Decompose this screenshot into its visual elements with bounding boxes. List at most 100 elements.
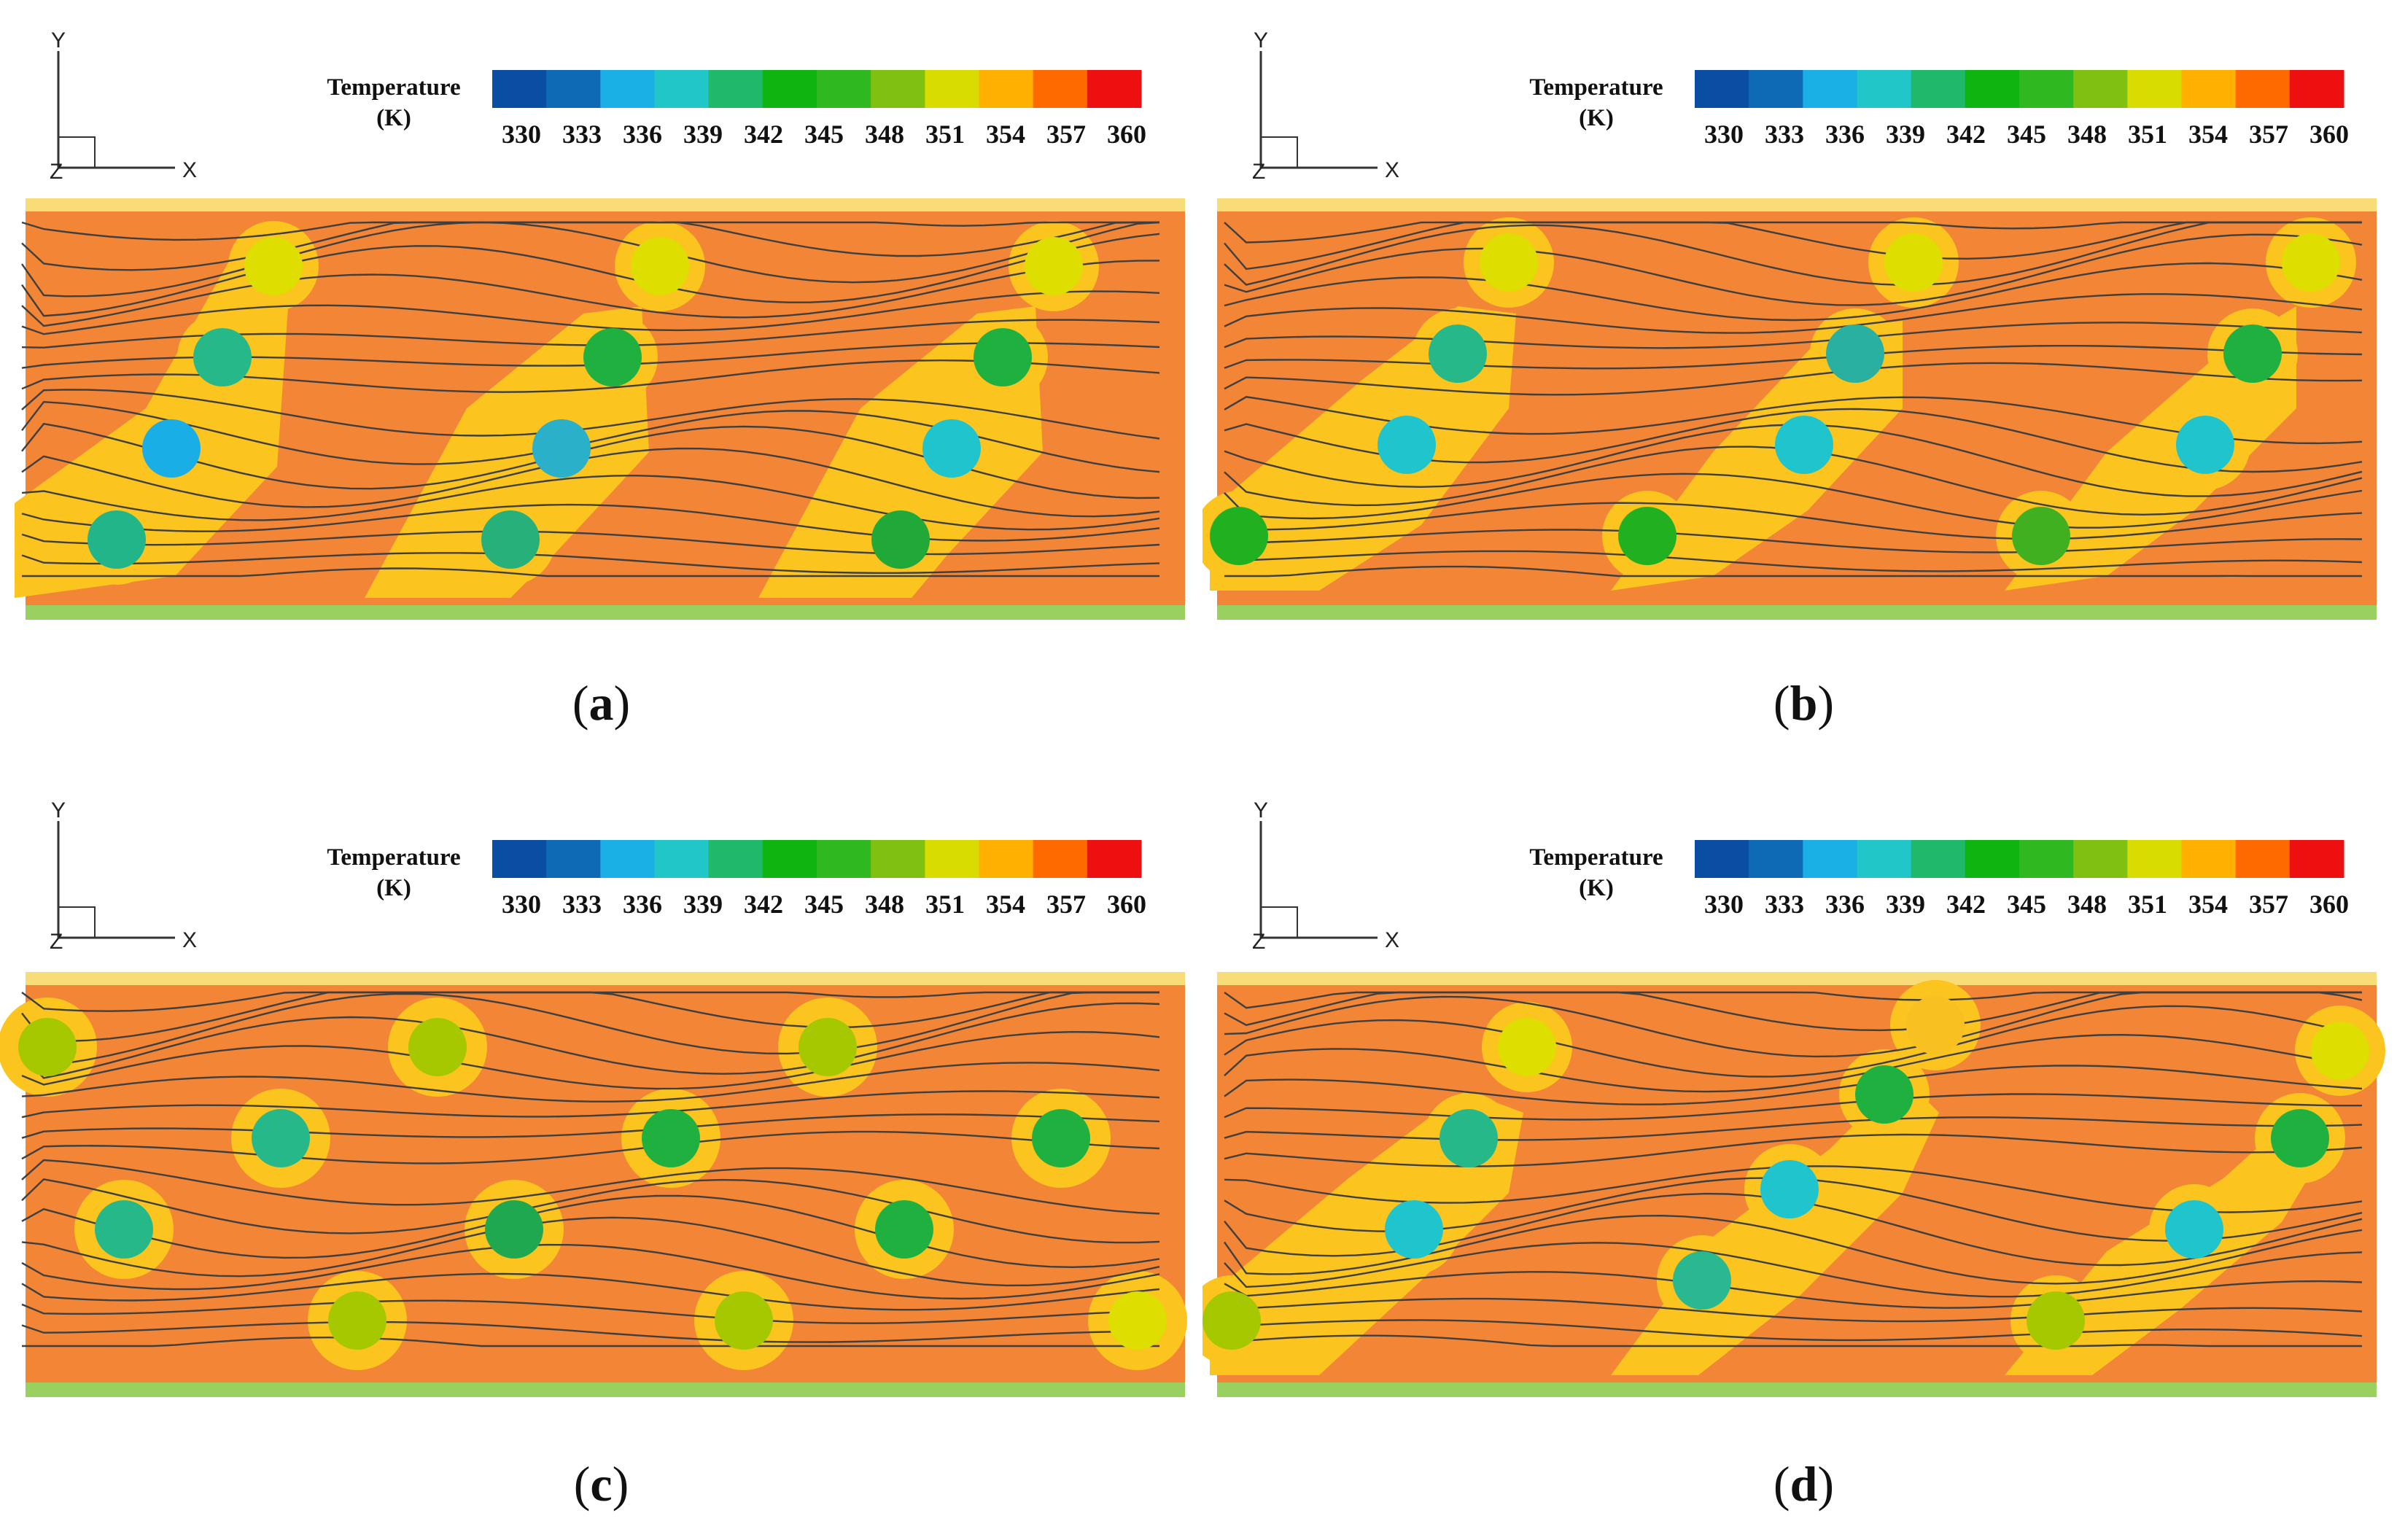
streamline — [1224, 1297, 2363, 1323]
colorbar-segment — [1965, 840, 2020, 878]
streamline — [21, 1030, 1160, 1090]
colorbar-segment — [762, 840, 817, 878]
colorbar-tick: 348 — [2067, 120, 2107, 149]
channel — [1202, 198, 2377, 620]
top-wall — [1217, 972, 2377, 988]
colorbar-segment — [2073, 840, 2128, 878]
colorbar-tick: 348 — [2067, 890, 2107, 919]
panel-b: Y X Z Temperature (K) 330 333 336 339 342 345 348 35… — [1202, 0, 2405, 770]
colorbar-segment — [2127, 70, 2182, 108]
streamline — [21, 1243, 1160, 1300]
streamline — [1224, 362, 2363, 396]
tube — [974, 328, 1032, 386]
panel-c-caption: (c) — [573, 1456, 629, 1512]
tube — [481, 510, 540, 569]
colorbar-segment — [817, 840, 871, 878]
tube — [1429, 324, 1487, 383]
colorbar-segment — [654, 70, 710, 108]
colorbar-tick: 336 — [1825, 890, 1865, 919]
colorbar-tick: 333 — [562, 120, 602, 149]
colorbar-tick: 354 — [2188, 890, 2228, 919]
z-axis-label: Z — [1252, 930, 1265, 954]
legend-title: Temperature — [1529, 844, 1663, 871]
streamline — [1224, 1116, 2363, 1141]
colorbar-tick: 336 — [623, 120, 662, 149]
colorbar-segment — [654, 840, 710, 878]
colorbar-tick: 330 — [1704, 890, 1744, 919]
temperature-legend: Temperature (K) 330 333 336 339 342 345 348 351 35… — [327, 70, 1146, 149]
colorbar-segment — [546, 840, 601, 878]
streamlines — [1224, 991, 2363, 1348]
streamline — [1224, 991, 2363, 1058]
tube — [1202, 1291, 1261, 1350]
colorbar-tick: 342 — [744, 890, 783, 919]
tube — [2223, 324, 2282, 383]
colorbar-tick: 360 — [2309, 890, 2349, 919]
streamline — [21, 552, 1160, 574]
legend-unit: (K) — [1579, 875, 1614, 901]
tube — [1378, 416, 1436, 474]
colorbar-tick: 351 — [925, 890, 965, 919]
streamline — [1224, 1093, 2362, 1121]
axis-triad: Y X Z — [50, 798, 197, 954]
streamline — [21, 233, 1160, 317]
panel-d: Y X Z Temperature (K) 330 333 336 339 342 345 348 35… — [1202, 770, 2405, 1540]
temperature-legend: Temperature (K) 330 333 336 339 342 345 348 351 35… — [1529, 840, 2349, 919]
top-wall — [26, 198, 1185, 214]
colorbar-tick: 339 — [683, 120, 723, 149]
axis-triad: Y X Z — [50, 28, 197, 184]
tube — [18, 1018, 77, 1076]
tube — [1855, 1065, 1913, 1124]
colorbar-tick: 351 — [2128, 890, 2167, 919]
streamline — [21, 474, 1160, 531]
colorbar-tick: 348 — [865, 120, 904, 149]
panel-c-label: c — [590, 1456, 613, 1512]
colorbar-tick: 345 — [804, 120, 844, 149]
tube — [244, 237, 303, 295]
colorbar-segment — [600, 840, 655, 878]
colorbar-segment — [979, 70, 1034, 108]
streamline — [21, 1159, 1160, 1215]
tube — [252, 1109, 310, 1167]
colorbar-tick: 342 — [1946, 890, 1986, 919]
tube — [1884, 233, 1943, 292]
x-axis-label: X — [182, 928, 197, 952]
tube — [922, 419, 981, 478]
temperature-legend: Temperature (K) 330 333 336 339 342 345 348 351 35… — [327, 840, 1146, 919]
streamlines — [21, 991, 1160, 1348]
tube — [583, 328, 642, 386]
streamline — [21, 447, 1160, 518]
colorbar-tick: 336 — [1825, 120, 1865, 149]
streamline — [1224, 1133, 2363, 1167]
colorbar-tick: 345 — [2007, 120, 2046, 149]
colorbar-segment — [1911, 70, 1966, 108]
streamline — [1224, 1005, 2363, 1078]
colorbar-segment — [1087, 840, 1142, 878]
streamline — [21, 1130, 1160, 1164]
streamline — [1224, 502, 2363, 540]
streamline — [21, 1216, 1160, 1287]
legend-title: Temperature — [327, 74, 460, 101]
streamline — [21, 389, 1160, 440]
legend-title: Temperature — [1529, 74, 1663, 101]
streamline — [1224, 221, 2362, 244]
colorbar-segment — [2181, 70, 2237, 108]
panel-c: Y X Z Temperature (K) 330 333 336 339 342 345 348 35… — [0, 770, 1202, 1540]
tube — [2165, 1200, 2223, 1259]
legend-title: Temperature — [327, 844, 460, 871]
streamline — [1224, 221, 2362, 271]
colorbar-segment — [2289, 70, 2344, 108]
tube — [88, 510, 146, 569]
colorbar-tick: 333 — [562, 890, 602, 919]
axis-plane-box — [1260, 136, 1298, 168]
axis-plane-box — [1260, 906, 1298, 938]
colorbar-segment — [1857, 70, 1912, 108]
tube — [715, 1291, 773, 1350]
colorbar-segment — [2181, 840, 2237, 878]
tube — [1618, 507, 1676, 565]
colorbar-tick: 348 — [865, 890, 904, 919]
tube — [1775, 416, 1833, 474]
colorbar-segment — [1033, 70, 1088, 108]
colorbar-tick: 360 — [2309, 120, 2349, 149]
colorbar-tick: 360 — [1107, 120, 1146, 149]
